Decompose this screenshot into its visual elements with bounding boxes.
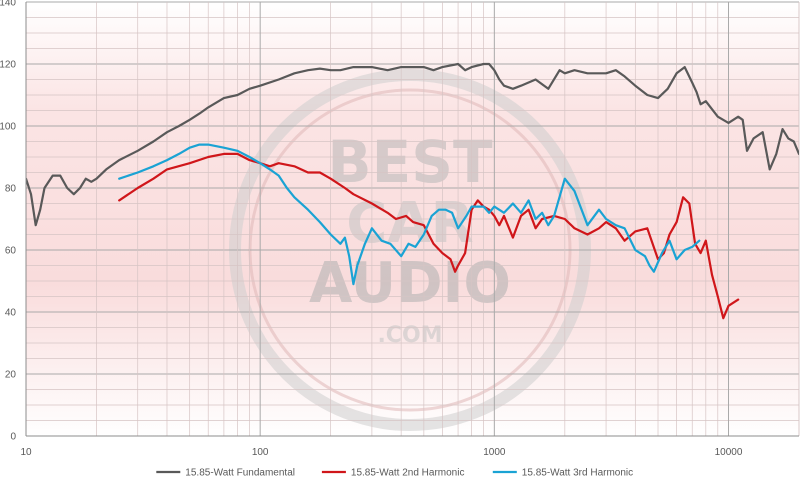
series-line-3 [118, 143, 701, 286]
watermark-line-4: .COM [377, 323, 442, 348]
watermark-line-1: BEST [327, 128, 493, 196]
y-tick-label: 80 [5, 184, 17, 195]
axes: 0 20 40 60 80 100 120 140 10 100 1000 10000 [0, 0, 799, 458]
x-tick-label: 10 [20, 447, 32, 458]
series-layer [26, 62, 799, 320]
x-tick-label: 100 [252, 447, 269, 458]
watermark-line-3: AUDIO [309, 251, 511, 316]
x-tick-label: 10000 [715, 447, 743, 458]
y-tick-label: 20 [5, 370, 17, 381]
y-tick-label: 0 [10, 432, 16, 443]
y-tick-label: 100 [0, 122, 16, 133]
y-tick-label: 140 [0, 0, 16, 9]
legend-label-2: 15.85-Watt 2nd Harmonic [351, 468, 465, 477]
x-tick-label: 1000 [483, 447, 506, 458]
legend: 15.85-Watt Fundamental 15.85-Watt 2nd Har… [156, 468, 633, 477]
series-line-1 [26, 62, 799, 227]
y-tick-label: 40 [5, 308, 17, 319]
legend-label-1: 15.85-Watt Fundamental [185, 468, 295, 477]
y-tick-label: 60 [5, 246, 17, 257]
legend-label-3: 15.85-Watt 3rd Harmonic [522, 468, 633, 477]
y-tick-label: 120 [0, 60, 16, 71]
